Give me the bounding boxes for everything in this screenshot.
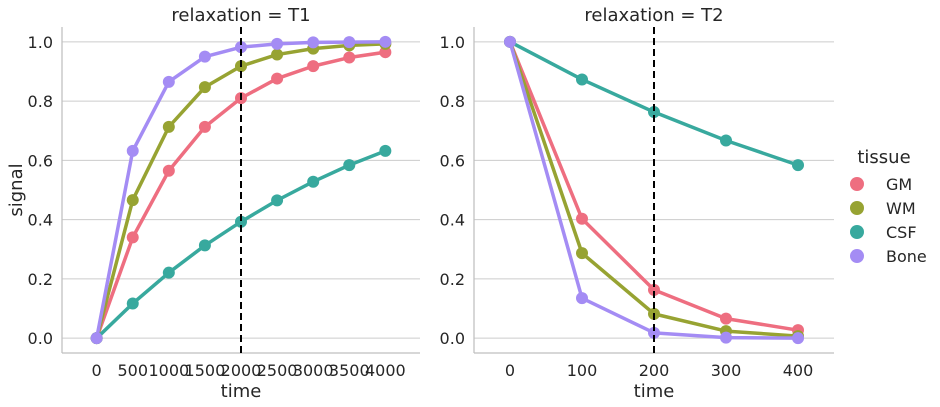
data-point-bone <box>307 36 320 49</box>
legend-label-gm: GM <box>886 175 912 194</box>
data-point-bone <box>343 36 356 49</box>
data-point-csf <box>792 159 804 172</box>
series-line-csf <box>94 149 388 340</box>
legend-marker-gm <box>850 177 864 191</box>
data-point-bone <box>379 35 392 48</box>
data-point-bone <box>504 35 516 48</box>
data-point-csf <box>379 144 392 157</box>
y-tick-label: 0.0 <box>440 329 465 348</box>
data-point-bone <box>235 41 247 54</box>
x-tick-label: 100 <box>567 361 598 380</box>
data-point-wm <box>126 194 139 207</box>
legend-marker-wm <box>850 201 864 215</box>
legend: tissue GM WM CSF Bone <box>850 147 927 266</box>
x-tick-label: 400 <box>783 361 814 380</box>
data-point-bone <box>648 326 660 339</box>
data-point-gm <box>648 283 660 296</box>
x-tick-label: 200 <box>639 361 670 380</box>
legend-marker-bone <box>850 249 864 263</box>
y-tick-label: 0.0 <box>28 329 53 348</box>
data-point-gm <box>126 231 139 244</box>
y-tick-label: 0.8 <box>440 92 465 111</box>
data-point-csf <box>162 266 175 279</box>
x-tick-label: 2500 <box>257 361 298 380</box>
x-axis-label: time <box>634 381 675 402</box>
data-point-bone <box>198 50 211 63</box>
data-point-gm <box>576 212 588 225</box>
data-point-csf <box>576 73 588 86</box>
data-point-gm <box>162 164 175 177</box>
y-tick-label: 0.6 <box>28 151 53 170</box>
data-point-csf <box>198 239 211 252</box>
data-point-wm <box>198 81 211 94</box>
data-point-bone <box>90 332 103 345</box>
chart-panel-1: 0.0 0.2 0.4 0.6 0.8 1.0 0 500 100015002000250030… <box>6 5 420 402</box>
data-point-bone <box>792 332 804 345</box>
data-point-gm <box>307 60 320 73</box>
y-axis-label: signal <box>6 163 27 216</box>
x-tick-label: 1500 <box>185 361 226 380</box>
data-point-bone <box>576 292 588 305</box>
y-tick-label: 0.4 <box>28 211 53 230</box>
x-tick-label: 3500 <box>329 361 370 380</box>
panel-title: relaxation = T2 <box>584 5 723 26</box>
data-point-wm <box>271 48 284 61</box>
legend-label-wm: WM <box>886 199 916 218</box>
data-point-gm <box>198 120 211 133</box>
data-point-bone <box>271 37 284 50</box>
data-point-gm <box>720 312 732 325</box>
data-point-gm <box>271 72 284 85</box>
data-point-csf <box>648 106 660 119</box>
x-tick-label: 1000 <box>148 361 189 380</box>
data-point-bone <box>720 331 732 344</box>
legend-label-csf: CSF <box>886 223 917 242</box>
x-tick-label: 0 <box>505 361 515 380</box>
x-tick-label: 0 <box>92 361 102 380</box>
data-point-bone <box>126 144 139 157</box>
legend-label-bone: Bone <box>886 247 927 266</box>
y-tick-label: 0.6 <box>440 151 465 170</box>
data-point-csf <box>720 134 732 147</box>
y-tick-label: 0.4 <box>440 211 465 230</box>
y-tick-label: 1.0 <box>28 33 53 52</box>
data-point-csf <box>271 194 284 207</box>
x-tick-label: 3000 <box>293 361 334 380</box>
x-tick-label: 4000 <box>365 361 406 380</box>
data-point-csf <box>126 297 139 310</box>
data-point-gm <box>379 46 392 59</box>
y-tick-label: 0.2 <box>440 270 465 289</box>
chart-panel-2: 0.0 0.2 0.4 0.6 0.8 1.0 0 100 200 300 400 relaxatio… <box>440 5 834 402</box>
x-tick-label: 500 <box>117 361 148 380</box>
data-point-csf <box>235 215 247 228</box>
y-tick-label: 0.2 <box>28 270 53 289</box>
y-tick-label: 1.0 <box>440 33 465 52</box>
data-point-gm <box>343 51 356 64</box>
data-point-bone <box>162 75 175 88</box>
x-tick-label: 2000 <box>221 361 262 380</box>
data-point-csf <box>343 159 356 172</box>
y-tick-label: 0.8 <box>28 92 53 111</box>
data-point-wm <box>162 120 175 133</box>
panel-title: relaxation = T1 <box>171 5 310 26</box>
data-point-wm <box>576 247 588 260</box>
legend-marker-csf <box>850 225 864 239</box>
x-axis-label: time <box>221 381 262 402</box>
x-tick-label: 300 <box>711 361 742 380</box>
data-point-csf <box>307 175 320 188</box>
legend-title: tissue <box>857 147 910 168</box>
